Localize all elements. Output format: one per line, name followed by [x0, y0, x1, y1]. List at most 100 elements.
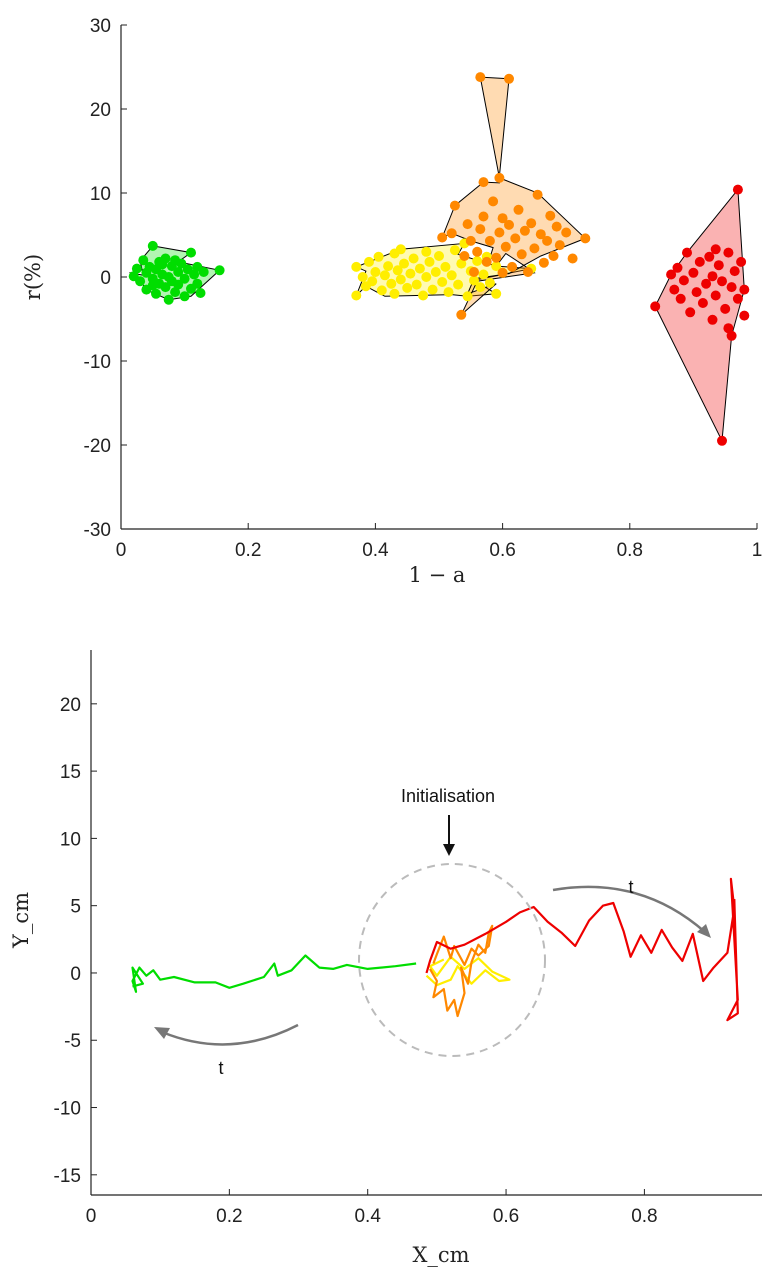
point-orange: [484, 235, 495, 246]
point-orange: [554, 240, 565, 251]
y-tick-label: -15: [54, 1166, 81, 1187]
point-red: [726, 282, 737, 293]
point-orange: [491, 252, 502, 263]
point-orange: [513, 204, 524, 215]
x-tick-label: 0.4: [354, 1206, 381, 1227]
x-axis-label: X_cm: [412, 1243, 469, 1267]
point-red: [707, 314, 718, 325]
x-tick-label: 0.8: [631, 1206, 657, 1227]
point-yellow: [370, 267, 381, 277]
point-yellow: [399, 258, 409, 269]
point-red: [685, 307, 696, 318]
point-yellow: [478, 269, 489, 280]
point-red: [707, 271, 718, 282]
point-red: [691, 287, 702, 298]
point-yellow: [392, 265, 403, 276]
point-red: [650, 301, 661, 312]
point-yellow: [395, 274, 406, 285]
point-red: [729, 266, 740, 277]
x-tick-label: 0: [86, 1206, 97, 1227]
point-red: [678, 275, 689, 286]
trajectory-green: [131, 954, 417, 993]
point-yellow: [351, 290, 362, 301]
point-green: [173, 279, 184, 290]
x-tick-label: 0.2: [235, 540, 261, 561]
time-arrow-right: [552, 885, 706, 933]
point-orange: [449, 200, 460, 211]
y-tick-label: -20: [84, 436, 111, 457]
point-yellow: [449, 245, 460, 256]
point-yellow: [408, 253, 419, 264]
point-green: [151, 288, 161, 299]
hull-orange: [441, 76, 587, 316]
point-red: [688, 267, 699, 278]
point-green: [147, 240, 158, 251]
point-yellow: [456, 258, 467, 269]
x-tick-label: 0.2: [216, 1206, 242, 1227]
point-orange: [478, 177, 489, 188]
point-red: [723, 323, 734, 334]
point-yellow: [357, 272, 368, 282]
point-orange: [567, 253, 578, 264]
y-tick-label: -5: [64, 1031, 81, 1052]
point-yellow: [389, 288, 400, 299]
point-yellow: [437, 277, 448, 287]
point-red: [717, 276, 727, 287]
point-red: [713, 260, 724, 271]
point-green: [179, 291, 190, 302]
x-tick-label: 0.6: [493, 1206, 519, 1227]
point-yellow: [453, 279, 464, 290]
point-orange: [500, 241, 511, 252]
point-red: [701, 278, 712, 289]
point-orange: [551, 221, 562, 232]
point-red: [682, 247, 692, 258]
y-tick-label: 20: [60, 695, 81, 716]
point-green: [163, 294, 174, 305]
point-orange: [465, 235, 476, 246]
point-red: [739, 284, 750, 295]
point-yellow: [418, 290, 429, 301]
point-orange: [504, 73, 514, 84]
point-orange: [446, 228, 457, 239]
point-yellow: [421, 246, 432, 257]
y-axis-label: Y_cm: [9, 892, 33, 949]
point-yellow: [484, 277, 495, 288]
point-red: [694, 256, 705, 267]
time-arrow-left: [161, 1023, 299, 1046]
point-green: [192, 278, 203, 289]
y-tick-label: 0: [70, 964, 81, 985]
point-yellow: [491, 288, 502, 299]
chart-scatter-hulls: 0 0.2 0.4 0.6 0.8 1 30 20 10 0 -10 -20 -30 1 − a r(%…: [21, 16, 762, 587]
time-label-right: t: [628, 877, 633, 897]
point-orange: [519, 225, 530, 236]
point-orange: [510, 233, 521, 244]
point-orange: [545, 210, 556, 221]
x-tick-label: 0.6: [489, 540, 515, 561]
point-red: [732, 293, 743, 304]
trajectory-yellow: [425, 955, 511, 987]
x-tick-label: 0.8: [617, 540, 643, 561]
point-orange: [529, 243, 540, 254]
point-yellow: [462, 291, 473, 302]
y-tick-label: 30: [90, 16, 111, 37]
point-orange: [475, 72, 486, 83]
point-red: [704, 251, 715, 262]
y-tick-label: 10: [90, 184, 111, 205]
point-red: [672, 262, 683, 273]
point-yellow: [414, 263, 425, 274]
point-red: [732, 184, 743, 195]
point-yellow: [351, 261, 362, 272]
point-orange: [535, 229, 546, 240]
point-yellow: [475, 282, 486, 293]
point-orange: [494, 227, 505, 238]
y-tick-label: 10: [60, 829, 81, 850]
point-red: [710, 244, 721, 255]
point-green: [214, 265, 225, 276]
point-yellow: [446, 270, 457, 281]
point-red: [723, 247, 734, 258]
point-orange: [542, 235, 553, 246]
point-orange: [507, 261, 518, 272]
point-orange: [504, 219, 514, 230]
initialisation-circle: [358, 863, 546, 1057]
point-orange: [497, 213, 508, 224]
